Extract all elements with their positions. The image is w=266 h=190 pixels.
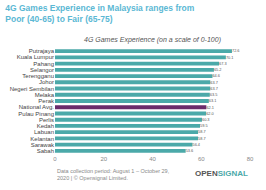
svg-text:Kedah: Kedah — [37, 123, 54, 129]
svg-text:Sarawak: Sarawak — [31, 142, 55, 148]
svg-text:72.6: 72.6 — [232, 48, 240, 53]
svg-text:63.7: 63.7 — [210, 87, 218, 91]
svg-text:National Avg.: National Avg. — [19, 104, 55, 110]
svg-text:Pulau Pinang: Pulau Pinang — [18, 111, 54, 117]
svg-text:70.1: 70.1 — [226, 55, 234, 60]
svg-text:63.7: 63.7 — [210, 80, 218, 85]
svg-text:62.0: 62.0 — [206, 112, 214, 116]
svg-text:Putrajaya: Putrajaya — [29, 48, 55, 54]
svg-text:58.7: 58.7 — [198, 137, 206, 141]
svg-text:Negeri Sembilan: Negeri Sembilan — [10, 86, 54, 92]
svg-text:4G Games Experience (on a scal: 4G Games Experience (on a scale of 0-100… — [84, 36, 221, 44]
svg-text:40: 40 — [149, 156, 156, 162]
svg-text:Sabah: Sabah — [37, 148, 54, 154]
svg-text:Pahang: Pahang — [33, 61, 54, 67]
svg-text:58.7: 58.7 — [198, 129, 206, 134]
svg-text:Melaka: Melaka — [35, 92, 55, 98]
svg-text:4G Games Experience in Malaysi: 4G Games Experience in Malaysia ranges f… — [5, 3, 194, 24]
svg-text:Terengganu: Terengganu — [22, 73, 54, 79]
svg-text:62.1: 62.1 — [206, 105, 214, 110]
svg-text:Data collection period: August: Data collection period: August 1 – Octob… — [57, 168, 170, 181]
svg-text:56.4: 56.4 — [192, 142, 200, 147]
svg-text:60: 60 — [198, 156, 205, 162]
svg-text:60.3: 60.3 — [202, 117, 210, 122]
svg-text:67.3: 67.3 — [219, 62, 227, 66]
svg-text:Perak: Perak — [38, 98, 55, 104]
svg-text:53.6: 53.6 — [186, 148, 194, 153]
svg-text:Kelantan: Kelantan — [30, 136, 54, 142]
svg-text:65.2: 65.2 — [214, 67, 222, 72]
svg-text:80: 80 — [247, 156, 254, 162]
svg-text:Selangor: Selangor — [30, 67, 54, 73]
svg-text:Kuala Lumpur: Kuala Lumpur — [17, 54, 54, 60]
svg-text:59.5: 59.5 — [200, 124, 208, 128]
svg-text:OPENSIGNAL: OPENSIGNAL — [195, 169, 248, 178]
svg-text:64.6: 64.6 — [212, 74, 220, 78]
svg-text:0: 0 — [53, 156, 57, 162]
svg-text:20: 20 — [100, 156, 107, 162]
svg-text:Johor: Johor — [39, 79, 54, 85]
svg-text:63.1: 63.1 — [209, 99, 217, 103]
svg-text:63.5: 63.5 — [210, 92, 218, 97]
svg-text:Labuan: Labuan — [34, 129, 54, 135]
svg-text:Perlis: Perlis — [39, 117, 54, 123]
